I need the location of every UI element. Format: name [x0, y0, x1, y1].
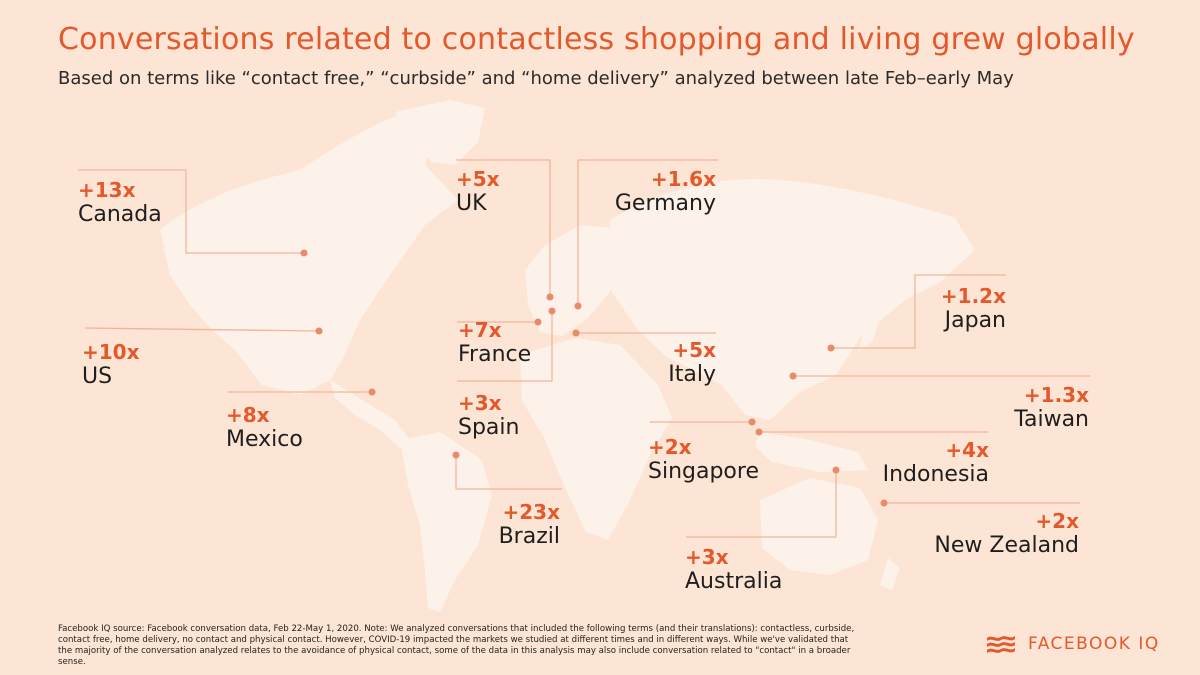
callout-brazil: +23x Brazil	[499, 500, 560, 550]
leader-line-france	[457, 311, 553, 382]
callout-country: Japan	[944, 308, 1006, 333]
marker-mexico	[368, 388, 376, 396]
marker-japan	[827, 344, 835, 352]
callout-country: US	[82, 364, 113, 389]
callout-country: Canada	[78, 202, 162, 227]
callout-multiplier: +3x	[685, 545, 729, 569]
new-zealand-landmass	[880, 558, 900, 590]
marker-singapore	[748, 418, 756, 426]
callout-multiplier: +5x	[456, 167, 500, 191]
marker-taiwan	[789, 372, 797, 380]
leader-line-australia	[686, 470, 837, 538]
callout-multiplier: +5x	[672, 338, 716, 362]
source-footnote: Facebook IQ source: Facebook conversatio…	[58, 624, 855, 667]
continents	[160, 100, 975, 612]
brand-name: FACEBOOK IQ	[1028, 634, 1160, 654]
callout-germany: +1.6x Germany	[615, 167, 716, 217]
japan-landmass	[858, 298, 884, 352]
callout-multiplier: +7x	[458, 318, 502, 342]
callout-singapore: +2x Singapore	[648, 435, 759, 485]
leader-lines	[78, 159, 1090, 538]
callout-us: +10x US	[82, 340, 140, 390]
callout-uk: +5x UK	[456, 167, 500, 217]
page-title: Conversations related to contactless sho…	[58, 22, 1135, 57]
central-america-landmass	[330, 380, 410, 448]
greenland-landmass	[395, 100, 485, 165]
marker-germany	[574, 302, 582, 310]
callout-country: France	[458, 342, 532, 367]
callout-country: Australia	[685, 569, 783, 594]
leader-line-us	[84, 327, 320, 332]
leader-line-uk	[456, 159, 551, 297]
callout-france: +7x France	[458, 318, 531, 368]
leader-line-canada	[78, 169, 304, 254]
callout-indonesia: +4x Indonesia	[883, 438, 989, 488]
markers	[300, 249, 888, 507]
marker-uk	[546, 293, 554, 301]
callout-spain: +3x Spain	[458, 391, 519, 441]
callout-multiplier: +8x	[226, 403, 270, 427]
callout-multiplier: +4x	[945, 438, 989, 462]
callout-country: Italy	[668, 362, 716, 387]
page-subtitle: Based on terms like “contact free,” “cur…	[58, 68, 1014, 89]
callout-multiplier: +10x	[82, 340, 140, 364]
callout-taiwan: +1.3x Taiwan	[1014, 383, 1089, 433]
leader-line-brazil	[455, 455, 562, 490]
north-america-landmass	[160, 115, 458, 395]
marker-brazil	[452, 451, 460, 459]
callout-multiplier: +3x	[458, 391, 502, 415]
callout-country: New Zealand	[934, 533, 1079, 558]
marker-us	[315, 327, 323, 335]
marker-italy	[572, 329, 580, 337]
callout-italy: +5x Italy	[668, 338, 716, 388]
marker-spain	[534, 318, 542, 326]
africa-landmass	[520, 338, 672, 540]
callout-mexico: +8x Mexico	[226, 403, 303, 453]
callout-multiplier: +2x	[648, 435, 692, 459]
callout-new-zealand: +2x New Zealand	[934, 509, 1079, 559]
callout-multiplier: +1.6x	[650, 167, 716, 191]
asia-landmass	[610, 179, 975, 420]
callout-multiplier: +13x	[78, 178, 136, 202]
callout-multiplier: +1.2x	[940, 284, 1006, 308]
australia-landmass	[760, 478, 878, 575]
south-america-landmass	[400, 432, 492, 612]
facebook-iq-logo-icon	[987, 636, 1015, 653]
callout-country: Indonesia	[882, 462, 989, 487]
callout-canada: +13x Canada	[78, 178, 162, 228]
callout-multiplier: +2x	[1035, 509, 1079, 533]
uk-landmass	[537, 268, 556, 300]
europe-landmass	[525, 225, 622, 336]
callout-multiplier: +23x	[502, 500, 561, 524]
marker-new-zealand	[880, 499, 888, 507]
callout-multiplier: +1.3x	[1023, 383, 1089, 407]
marker-canada	[300, 249, 308, 257]
callout-country: Germany	[614, 191, 716, 216]
marker-indonesia	[755, 428, 763, 436]
leader-line-japan	[831, 274, 1006, 349]
marker-france	[548, 307, 556, 315]
callout-country: Brazil	[498, 524, 560, 549]
marker-australia	[832, 466, 840, 474]
southeast-asia-islands-landmass	[755, 432, 868, 472]
callout-country: Mexico	[226, 427, 303, 452]
callout-country: Singapore	[648, 459, 759, 484]
callout-country: Taiwan	[1014, 407, 1089, 432]
callout-japan: +1.2x Japan	[941, 284, 1006, 334]
callout-country: UK	[456, 191, 487, 216]
callout-country: Spain	[458, 415, 520, 440]
callout-australia: +3x Australia	[685, 545, 782, 595]
brand-logo: FACEBOOK IQ	[986, 629, 1160, 659]
